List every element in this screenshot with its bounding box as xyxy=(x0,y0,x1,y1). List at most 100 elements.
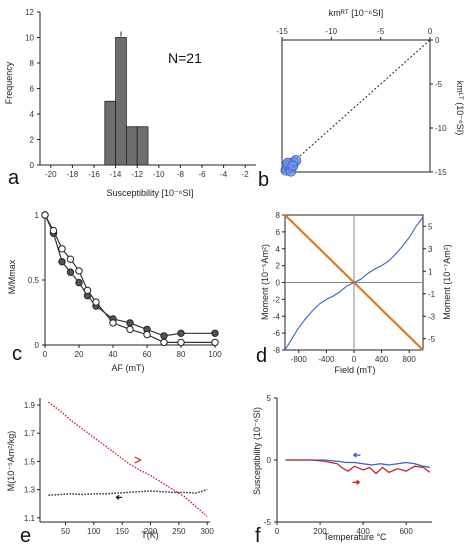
panel-a-xtick-label: -2 xyxy=(242,170,250,179)
panel-d-ytick-left-label: 8 xyxy=(276,211,281,220)
panel-d-xtick-label: 400 xyxy=(375,355,389,364)
panel-e-arrow-black xyxy=(115,494,123,500)
panel-c-xtick-label: 100 xyxy=(208,350,222,359)
panel-b-xtick-label: -10 xyxy=(326,27,338,36)
panel-c-ylabel: M/Mmax xyxy=(7,259,17,294)
panel-d-xtick-label: -800 xyxy=(291,355,308,364)
panel-a-ytick-label: 0 xyxy=(30,161,35,170)
panel-c-xtick-label: 40 xyxy=(109,350,118,359)
panel-b-frame xyxy=(281,39,431,173)
panel-d-ytick-right-label: -1 xyxy=(428,290,436,299)
panel-c-point xyxy=(66,255,75,263)
panel-d-letter: d xyxy=(256,345,267,367)
panel-a-ylabel: Frequency xyxy=(4,61,14,104)
panel-a-letter: a xyxy=(8,167,20,189)
panel-d-corrected-loop xyxy=(284,216,424,351)
panel-c: M/Mmax AF (mT) c 0 20 40 60 80 100 0 0.5 1 xyxy=(7,211,222,373)
panel-c-point xyxy=(177,329,185,337)
panel-c-point xyxy=(126,325,134,334)
panel-b: kmᴿᵀ [10⁻⁶SI] kmᴸᵀ (10⁻⁶SI) b -15 -10 -5 00… xyxy=(258,8,465,191)
panel-a-xtick-label: -18 xyxy=(67,170,79,179)
panel-b-ytick-label: -5 xyxy=(435,80,443,89)
panel-c-point xyxy=(177,338,185,347)
panel-f-ylabel: Susceptibility (10⁻⁶SI) xyxy=(252,407,262,495)
panel-a-ytick-label: 10 xyxy=(25,34,34,43)
panel-c-xtick-label: 60 xyxy=(143,350,152,359)
panel-d-ylabel-left: Moment (10⁻⁵Am²) xyxy=(260,244,270,320)
panel-f-arrow-red xyxy=(352,479,360,485)
panel-c-xtick-label: 80 xyxy=(177,350,186,359)
panel-a-ytick-label: 8 xyxy=(30,59,35,68)
panel-e-ylabel: M(10⁻⁵Am²/kg) xyxy=(6,431,16,492)
panel-d-ytick-left-label: -6 xyxy=(273,329,281,338)
panel-b-ytick-label: -10 xyxy=(435,124,447,133)
panel-c-point xyxy=(75,278,83,287)
panel-d-ytick-left-label: -4 xyxy=(273,312,281,321)
panel-a-ytick-label: 12 xyxy=(25,8,34,17)
panel-b-letter: b xyxy=(258,169,269,191)
panel-a-xtick-label: -16 xyxy=(88,170,100,179)
panel-a-bar xyxy=(136,126,149,166)
panel-e-xtick-label: 250 xyxy=(172,527,186,536)
panel-c-point xyxy=(58,258,66,266)
panel-b-point xyxy=(287,160,299,172)
panel-a-xtick-label: -14 xyxy=(110,170,122,179)
panel-e-ytick-label: 1.9 xyxy=(24,401,36,410)
panel-f-ytick-label: 0 xyxy=(267,456,272,465)
panel-c-point xyxy=(160,338,168,347)
panel-a-xtick-label: -4 xyxy=(220,170,228,179)
panel-d-ytick-left-label: 2 xyxy=(276,262,281,271)
panel-c-point xyxy=(126,319,134,327)
panel-b-xlabel: kmᴿᵀ [10⁻⁶SI] xyxy=(329,8,383,18)
panel-f-arrow-blue xyxy=(353,452,361,458)
panel-d: Moment (10⁻⁵Am²) Moment (10⁻⁷Am²) Field … xyxy=(256,211,452,375)
panel-b-ytick-label: 0 xyxy=(435,36,440,45)
panel-c-point xyxy=(83,286,92,295)
panel-c-point xyxy=(211,329,219,337)
panel-d-ytick-right-label: -5 xyxy=(428,335,436,344)
panel-d-xtick-label: 800 xyxy=(403,355,417,364)
panel-c-ytick-label: 0 xyxy=(35,341,40,350)
panel-c-letter: c xyxy=(12,343,22,365)
panel-a-bar xyxy=(126,126,138,166)
panel-c-xtick-label: 0 xyxy=(43,350,48,359)
panel-f-series-red xyxy=(285,459,431,475)
panel-b-xtick-label: -5 xyxy=(377,27,385,36)
panel-c-xtick-label: 20 xyxy=(75,350,84,359)
panel-e-xlabel: T(K) xyxy=(141,530,159,540)
panel-a-ytick-label: 4 xyxy=(30,110,35,119)
panel-d-ylabel-right: Moment (10⁻⁷Am²) xyxy=(442,244,452,320)
panel-f: Susceptibility (10⁻⁶SI) Temperature °C f… xyxy=(252,394,432,547)
panel-c-xlabel: AF (mT) xyxy=(112,363,145,373)
panel-d-ytick-right-label: 1 xyxy=(428,267,433,276)
panel-c-point xyxy=(211,338,219,347)
panel-f-xtick-label: 200 xyxy=(313,527,327,536)
panel-e-xtick-label: 150 xyxy=(115,527,129,536)
panel-f-letter: f xyxy=(255,525,261,547)
panel-c-point xyxy=(41,211,49,219)
panel-a-ytick-label: 6 xyxy=(30,85,35,94)
panel-a-xtick-label: -20 xyxy=(45,170,57,179)
panel-d-ytick-right-label: 3 xyxy=(428,245,433,254)
panel-c-ytick-label: 0.5 xyxy=(28,276,40,285)
panel-e-ytick-label: 1.3 xyxy=(24,486,36,495)
panel-e-letter: e xyxy=(20,525,31,547)
panel-a-bar xyxy=(115,37,127,166)
panel-c-point xyxy=(92,298,100,306)
panel-a-xtick-label: -8 xyxy=(177,170,185,179)
panel-d-xtick-label: -400 xyxy=(318,355,335,364)
panel-e-ytick-label: 1.1 xyxy=(24,514,36,523)
panel-c-point xyxy=(160,332,168,340)
panel-f-xtick-label: 0 xyxy=(275,527,280,536)
panel-e-xtick-label: 50 xyxy=(61,527,70,536)
panel-c-point xyxy=(109,319,117,327)
panel-d-xtick-label: 0 xyxy=(352,355,357,364)
panel-f-series-blue xyxy=(285,459,430,469)
panel-e-xtick-label: 200 xyxy=(144,527,158,536)
panel-b-reference-line xyxy=(281,39,431,173)
panel-b-xtick-label: 0 xyxy=(428,27,433,36)
panel-e-xtick-label: 300 xyxy=(200,527,214,536)
panel-e-arrow-red xyxy=(134,456,142,464)
panel-a-annotation: N=21 xyxy=(168,50,202,66)
panel-e-series-red xyxy=(48,401,208,517)
